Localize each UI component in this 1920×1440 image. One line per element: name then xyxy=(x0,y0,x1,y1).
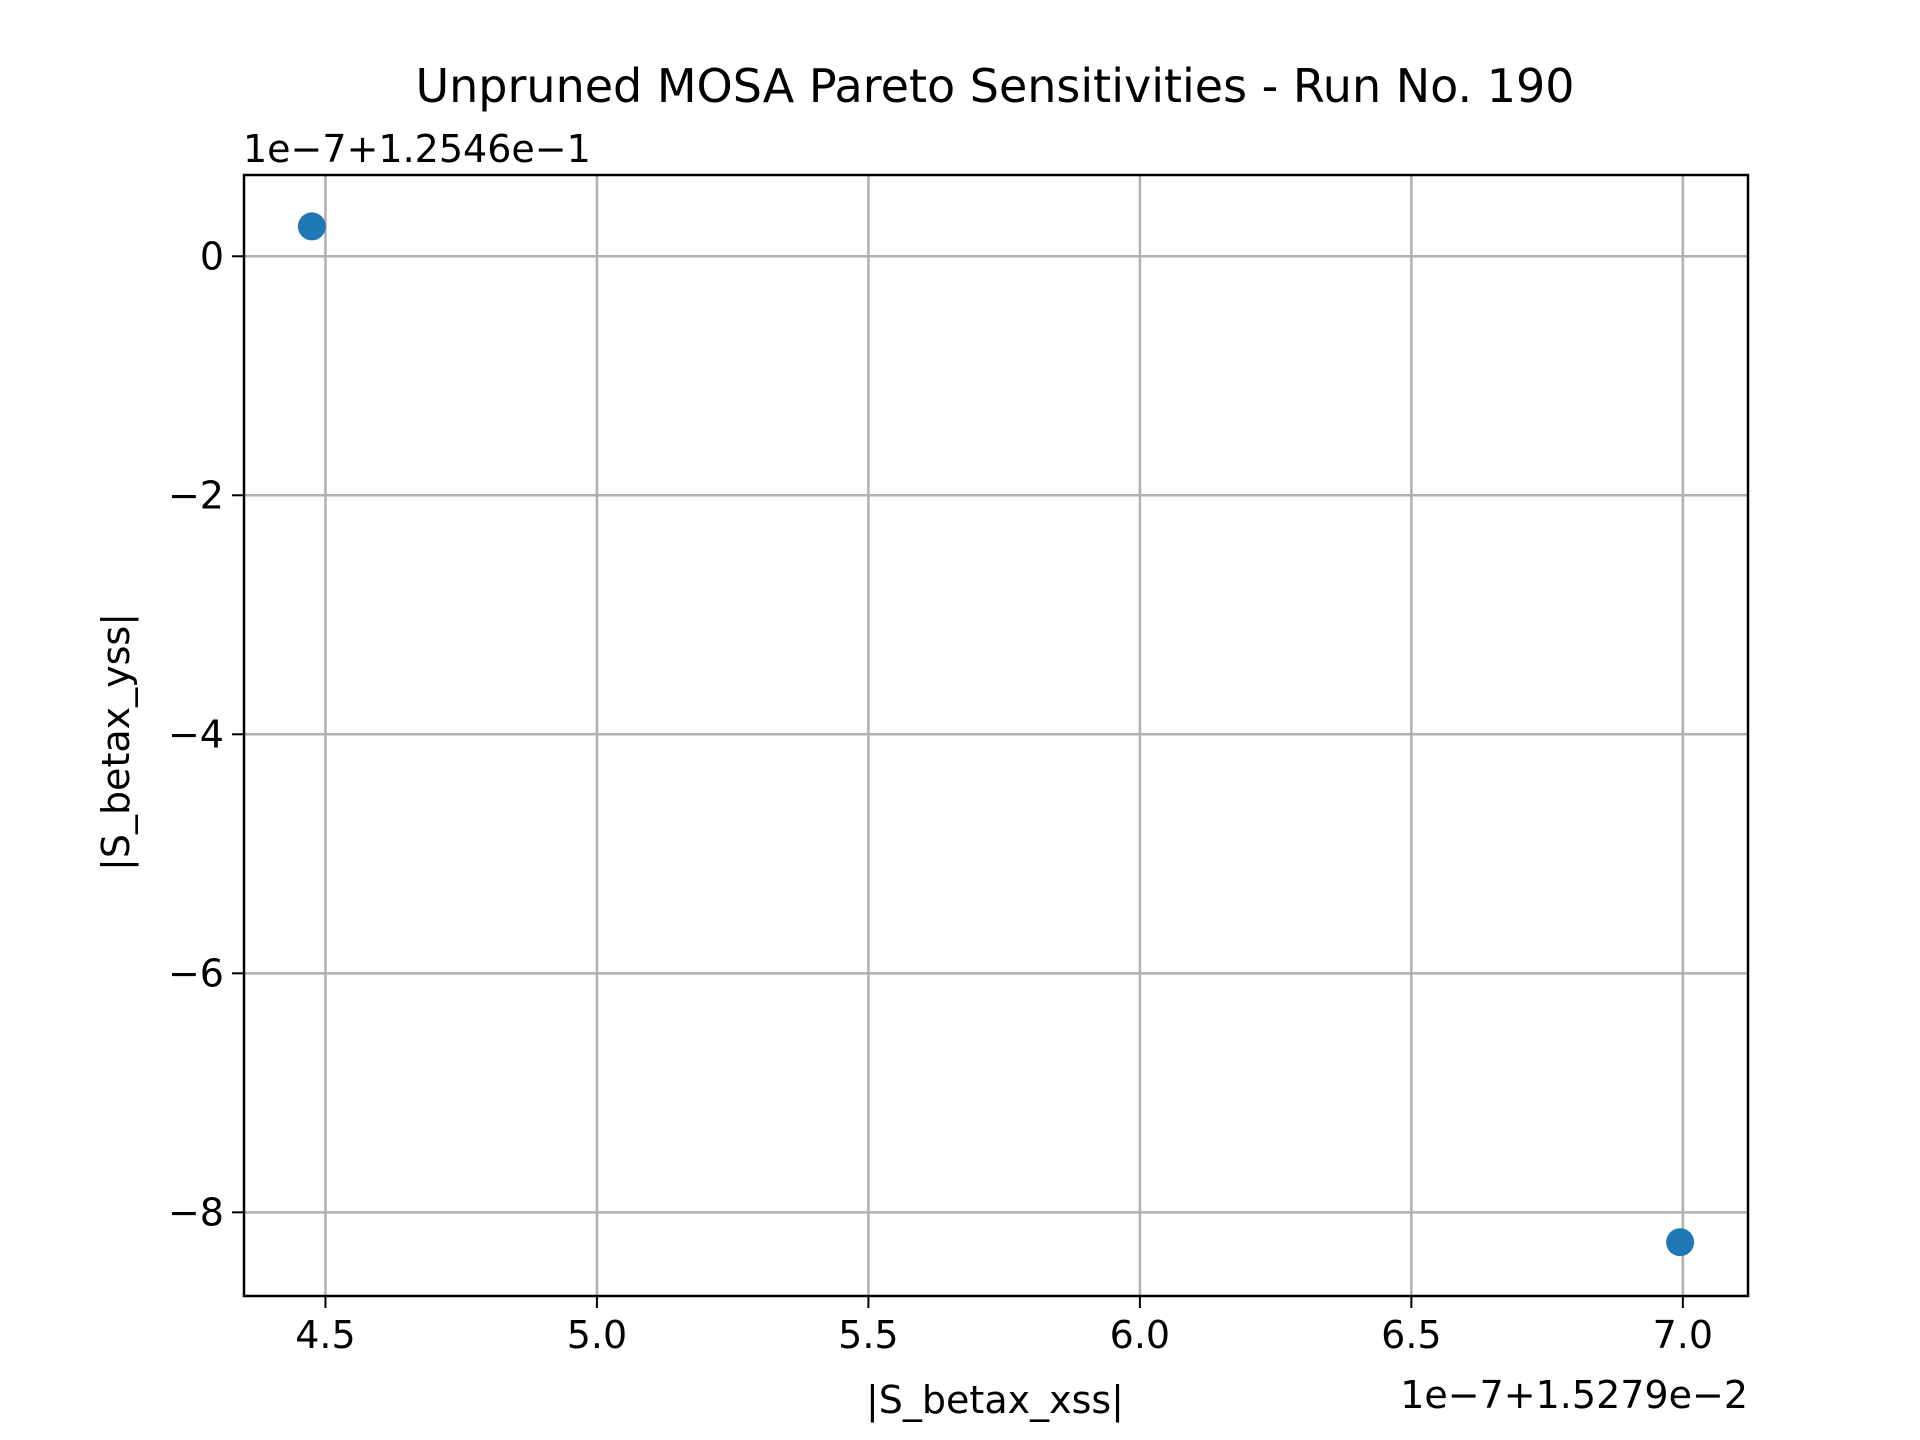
chart-title: Unpruned MOSA Pareto Sensitivities - Run… xyxy=(415,59,1574,113)
y-tick-label: −6 xyxy=(168,951,224,995)
x-tick-label: 5.5 xyxy=(838,1313,898,1357)
x-tick-label: 5.0 xyxy=(567,1313,627,1357)
x-tick-label: 7.0 xyxy=(1653,1313,1713,1357)
scatter-point xyxy=(297,212,326,241)
plot-area-frame xyxy=(242,173,1750,1298)
y-tick-label: −8 xyxy=(168,1190,224,1234)
scatter-point xyxy=(1666,1228,1695,1257)
y-offset-label: 1e−7+1.2546e−1 xyxy=(243,127,591,171)
x-offset-label: 1e−7+1.5279e−2 xyxy=(1400,1373,1748,1417)
y-tick-label: −2 xyxy=(168,473,224,517)
y-axis-label: |S_betax_yss| xyxy=(94,613,139,871)
grid xyxy=(244,175,1748,1296)
axis-ticks: 4.5 5.0 5.5 6.0 6.5 7.0 0 −2 −4 −6 −8 xyxy=(168,234,1713,1357)
x-tick-label: 4.5 xyxy=(295,1313,355,1357)
y-tick-label: −4 xyxy=(168,712,224,756)
x-axis-label: |S_betax_xss| xyxy=(866,1378,1124,1423)
x-tick-label: 6.0 xyxy=(1110,1313,1170,1357)
x-tick-label: 6.5 xyxy=(1381,1313,1441,1357)
y-tick-label: 0 xyxy=(200,234,224,278)
scatter-points xyxy=(297,212,1695,1257)
